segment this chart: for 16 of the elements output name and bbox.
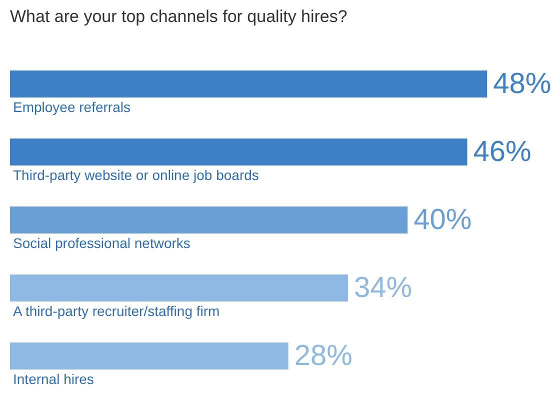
data-label: 34% [354, 272, 412, 304]
bar [10, 70, 488, 98]
chart-title: What are your top channels for quality hires? [10, 7, 348, 26]
y-tick-label: A third-party recruiter/staffing firm [13, 303, 220, 319]
y-tick-label: Internal hires [13, 371, 94, 387]
data-label: 46% [473, 136, 532, 168]
bar [10, 342, 288, 370]
bar [10, 206, 408, 234]
data-label: 40% [414, 204, 472, 236]
y-tick-label: Employee referrals [13, 99, 130, 115]
y-tick-label: Third-party website or online job boards [13, 167, 259, 183]
y-tick-label: Social professional networks [13, 235, 190, 251]
data-label: 28% [294, 340, 352, 372]
data-label: 48% [493, 68, 552, 100]
bar [10, 274, 348, 302]
bar [10, 138, 468, 166]
